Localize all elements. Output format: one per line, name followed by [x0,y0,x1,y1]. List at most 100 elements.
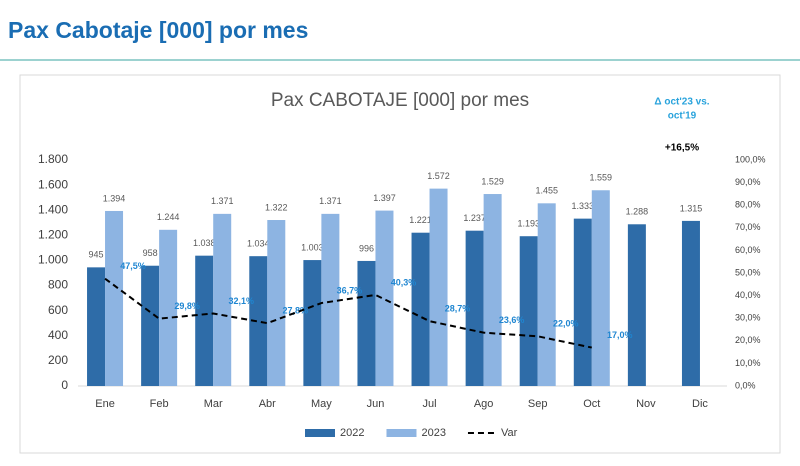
data-label: 1.244 [157,212,180,222]
y2-tick-label: 10,0% [735,358,761,368]
data-label: 1.397 [373,193,396,203]
y2-tick-label: 20,0% [735,335,761,345]
y2-tick-label: 90,0% [735,177,761,187]
y2-tick-label: 30,0% [735,313,761,323]
bar [411,232,430,386]
bar [249,256,268,386]
data-label: 996 [359,243,374,253]
bar [303,260,322,386]
annotation: oct'19 [668,111,697,122]
data-label: 1.221 [409,215,432,225]
bar [267,220,286,386]
data-label: 958 [143,248,158,258]
y2-tick-label: 80,0% [735,200,761,210]
var-line [104,277,592,349]
x-tick-label: Ene [95,398,115,410]
data-label: 1.003 [301,242,324,252]
bar [141,265,160,386]
y-tick-label: 1.000 [38,253,68,267]
chart-title: Pax CABOTAJE [000] por mes [271,90,529,111]
data-label: 1.038 [193,238,216,248]
x-tick-label: Dic [692,398,708,410]
y-tick-label: 800 [48,278,68,292]
bar [105,210,124,386]
y-tick-label: 200 [48,353,68,367]
y-tick-label: 1.600 [38,177,68,191]
data-label: 17,0% [607,330,633,340]
y2-tick-label: 70,0% [735,222,761,232]
data-label: 1.333 [572,201,595,211]
data-label: 23,6% [499,315,525,325]
x-tick-label: Jun [367,398,385,410]
chart-frame [19,74,781,454]
y-tick-label: 1.200 [38,228,68,242]
bar [681,220,700,386]
data-label: 1.034 [247,239,270,249]
bar [357,260,376,386]
legend-swatch [305,429,335,437]
bar [321,213,340,386]
x-tick-label: Nov [636,398,656,410]
data-label: 1.371 [319,196,342,206]
bar [483,194,502,386]
bar [87,267,106,386]
data-label: 1.455 [535,186,558,196]
bar [195,255,214,386]
annotation: +16,5% [665,143,699,154]
data-label: 27,8% [283,306,309,316]
data-label: 29,8% [174,301,200,311]
data-label: 1.288 [626,207,649,217]
data-label: 1.572 [427,171,450,181]
legend-swatch [386,429,417,437]
x-tick-label: May [311,398,332,410]
y-tick-label: 0 [61,378,68,392]
bar [213,213,232,386]
bar [429,188,448,386]
y2-tick-label: 60,0% [735,245,761,255]
data-label: 1.193 [517,219,540,229]
y-tick-label: 1.800 [38,152,68,166]
bar [375,210,394,386]
legend-label: Var [501,427,518,439]
data-label: 1.322 [265,202,288,212]
bar [159,229,178,386]
x-tick-label: Ago [474,398,494,410]
data-label: 1.529 [481,176,504,186]
bar [519,236,538,386]
data-label: 36,7% [337,285,363,295]
y2-tick-label: 100,0% [735,154,766,164]
x-tick-label: Oct [583,398,600,410]
bar [627,224,646,386]
x-tick-label: Feb [150,398,169,410]
legend-label: 2023 [421,427,445,439]
y-tick-label: 600 [48,303,68,317]
y-tick-label: 400 [48,328,68,342]
x-tick-label: Jul [423,398,437,410]
data-label: 1.315 [680,203,703,213]
bar [465,230,484,386]
page-title: Pax Cabotaje [000] por mes [8,17,308,43]
bar [591,190,610,386]
data-label: 945 [89,250,104,260]
x-tick-label: Sep [528,398,548,410]
legend-label: 2022 [340,427,364,439]
data-label: 40,3% [391,277,417,287]
y2-tick-label: 0,0% [735,380,756,390]
annotation: Δ oct'23 vs. [654,97,709,108]
data-label: 22,0% [553,319,579,329]
x-tick-label: Mar [204,398,223,410]
data-label: 28,7% [445,304,471,314]
data-label: 1.559 [590,173,613,183]
bar [537,203,556,386]
y2-tick-label: 40,0% [735,290,761,300]
y-tick-label: 1.400 [38,202,68,216]
data-label: 1.237 [463,213,486,223]
data-label: 1.371 [211,196,234,206]
data-label: 47,5% [120,261,146,271]
data-label: 32,1% [228,296,254,306]
bar [573,218,592,386]
data-label: 1.394 [103,193,126,203]
x-tick-label: Abr [259,398,276,410]
